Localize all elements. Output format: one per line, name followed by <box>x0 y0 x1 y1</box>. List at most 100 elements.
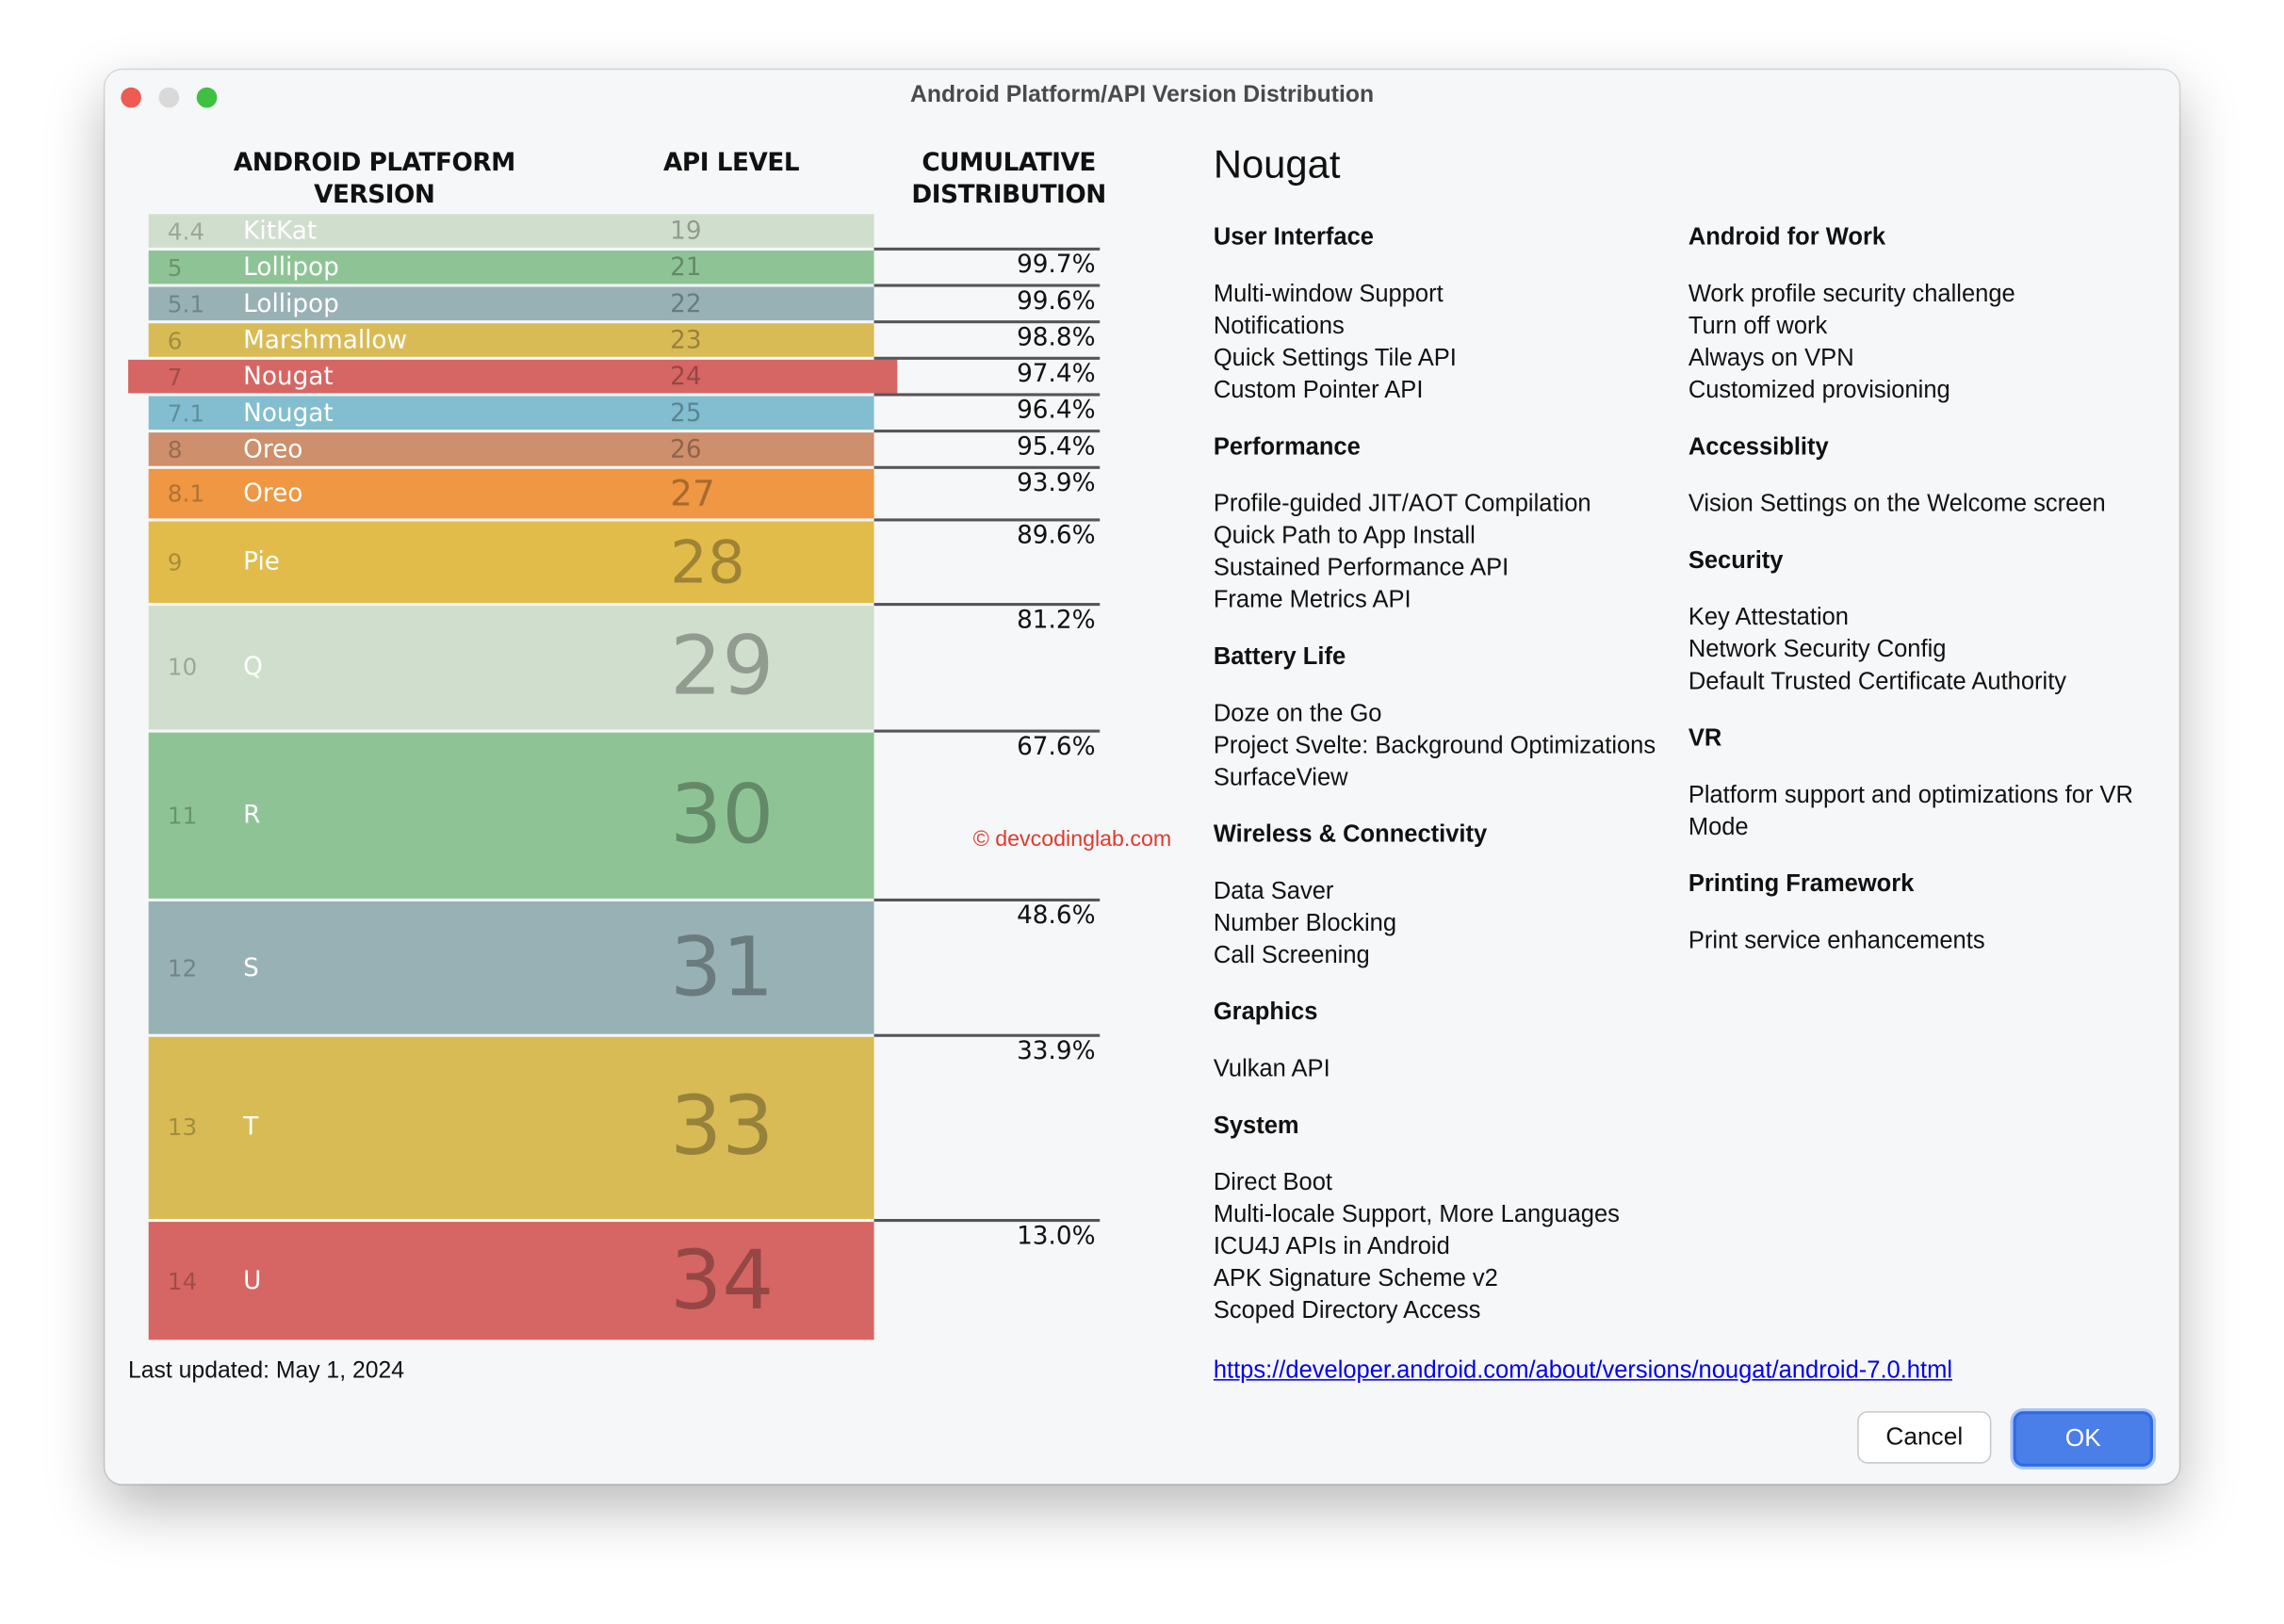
version-row[interactable]: 7.1 Nougat 25 <box>148 396 874 430</box>
version-number: 10 <box>167 653 198 682</box>
feature-item: Vulkan API <box>1213 1055 1330 1082</box>
last-updated: Last updated: May 1, 2024 <box>128 1358 404 1384</box>
feature-item: Print service enhancements <box>1688 927 1985 954</box>
feature-item: Frame Metrics API <box>1213 587 1411 613</box>
section-heading: Android for Work <box>1688 224 1886 251</box>
version-number: 9 <box>167 547 183 577</box>
version-name: R <box>243 801 261 831</box>
header-version: ANDROID PLATFORM VERSION <box>233 148 515 210</box>
version-row[interactable]: 5 Lollipop 21 <box>148 250 874 284</box>
version-number: 6 <box>167 326 183 354</box>
section-heading: System <box>1213 1112 1299 1139</box>
version-name: Nougat <box>243 362 334 392</box>
header-api: API LEVEL <box>663 148 800 178</box>
api-level: 33 <box>670 1080 775 1176</box>
cumulative-value: 99.7% <box>1017 250 1096 280</box>
section-heading: Security <box>1688 547 1784 575</box>
section-heading: Accessiblity <box>1688 433 1829 461</box>
feature-item: Multi-locale Support, More Languages <box>1213 1201 1620 1228</box>
version-number: 5 <box>167 253 183 282</box>
feature-item: Sustained Performance API <box>1213 555 1509 581</box>
api-level: 27 <box>670 473 715 514</box>
version-name: Nougat <box>243 398 334 428</box>
version-row[interactable]: 9 Pie 28 <box>148 520 874 603</box>
api-level: 26 <box>670 434 702 464</box>
section-heading: Battery Life <box>1213 643 1346 671</box>
feature-item: SurfaceView <box>1213 764 1348 791</box>
version-number: 4.4 <box>167 217 205 245</box>
close-window-button[interactable] <box>121 87 141 108</box>
feature-section: Printing Framework Print service enhancem… <box>1689 868 2155 956</box>
version-row[interactable]: 12 S 31 <box>148 901 874 1034</box>
cumulative-marker: 13.0% <box>873 1218 1101 1251</box>
version-row[interactable]: 5.1 Lollipop 22 <box>148 286 874 321</box>
version-number: 14 <box>167 1267 198 1295</box>
version-name: S <box>243 952 259 983</box>
version-row[interactable]: 13 T 33 <box>148 1036 874 1219</box>
feature-item: Turn off work <box>1688 313 1828 340</box>
feature-item: Platform support and optimizations for V… <box>1688 782 2133 841</box>
api-level: 31 <box>670 920 775 1015</box>
cancel-button[interactable]: Cancel <box>1857 1411 1992 1464</box>
version-name: Lollipop <box>243 252 339 283</box>
version-number: 11 <box>167 801 198 830</box>
feature-item: Project Svelte: Background Optimizations <box>1213 732 1656 759</box>
api-level: 30 <box>670 768 775 863</box>
cumulative-value: 13.0% <box>1017 1221 1096 1251</box>
feature-section: Accessiblity Vision Settings on the Welco… <box>1689 431 2155 520</box>
detail-left-column: User Interface Multi-window Support Notifi… <box>1214 221 1665 1352</box>
version-name: Pie <box>243 546 280 577</box>
feature-section: Android for Work Work profile security ch… <box>1689 221 2155 406</box>
feature-item: Work profile security challenge <box>1688 281 2015 308</box>
cumulative-marker: 97.4% <box>873 356 1101 389</box>
feature-item: Notifications <box>1213 313 1345 340</box>
watermark: © devcodinglab.com <box>972 827 1172 853</box>
version-row[interactable]: 8 Oreo 26 <box>148 432 874 466</box>
version-row[interactable]: 8.1 Oreo 27 <box>148 468 874 518</box>
zoom-window-button[interactable] <box>196 87 218 108</box>
dialog-window: Android Platform/API Version Distributio… <box>105 70 2179 1485</box>
cumulative-value: 97.4% <box>1017 359 1096 389</box>
feature-item: Default Trusted Certificate Authority <box>1688 668 2067 695</box>
version-name: U <box>243 1266 262 1296</box>
section-heading: User Interface <box>1213 224 1374 251</box>
feature-item: Number Blocking <box>1213 910 1397 937</box>
cumulative-marker: 96.4% <box>873 393 1101 425</box>
ok-button[interactable]: OK <box>2013 1411 2153 1467</box>
minimize-window-button[interactable] <box>158 87 180 108</box>
cumulative-value: 99.6% <box>1017 286 1096 317</box>
feature-item: Custom Pointer API <box>1213 377 1424 404</box>
version-number: 8 <box>167 435 183 463</box>
version-row[interactable]: 7 Nougat 24 <box>128 359 898 394</box>
api-level: 19 <box>670 216 702 246</box>
version-row[interactable]: 11 R 30 <box>148 732 874 900</box>
cumulative-value: 89.6% <box>1017 520 1096 550</box>
version-row[interactable]: 4.4 KitKat 19 <box>148 214 874 248</box>
feature-item: Data Saver <box>1213 878 1334 905</box>
cumulative-value: 33.9% <box>1017 1036 1096 1066</box>
cumulative-marker: 89.6% <box>873 517 1101 550</box>
feature-item: Always on VPN <box>1688 345 1854 372</box>
cumulative-marker: 99.7% <box>873 247 1101 280</box>
version-row[interactable]: 6 Marshmallow 23 <box>148 323 874 357</box>
feature-item: Key Attestation <box>1688 604 1849 631</box>
section-heading: Performance <box>1213 433 1361 461</box>
feature-item: Multi-window Support <box>1213 281 1444 308</box>
feature-item: Vision Settings on the Welcome screen <box>1688 491 2106 517</box>
feature-item: Quick Settings Tile API <box>1213 345 1457 372</box>
feature-item: Direct Boot <box>1213 1169 1333 1196</box>
version-number: 8.1 <box>167 479 205 508</box>
version-name: Q <box>243 652 263 682</box>
api-level: 24 <box>670 362 702 392</box>
version-row[interactable]: 14 U 34 <box>148 1221 874 1340</box>
release-notes-link[interactable]: https://developer.android.com/about/vers… <box>1213 1356 1953 1384</box>
api-level: 28 <box>670 527 745 597</box>
feature-section: System Direct Boot Multi-locale Support, M… <box>1214 1110 1665 1326</box>
version-number: 5.1 <box>167 289 205 318</box>
version-row[interactable]: 10 Q 29 <box>148 605 874 729</box>
cumulative-value: 93.9% <box>1017 468 1096 498</box>
feature-item: Quick Path to App Install <box>1213 523 1476 549</box>
api-level: 22 <box>670 288 702 318</box>
cumulative-marker: 98.8% <box>873 320 1101 352</box>
feature-item: Doze on the Go <box>1213 700 1382 727</box>
